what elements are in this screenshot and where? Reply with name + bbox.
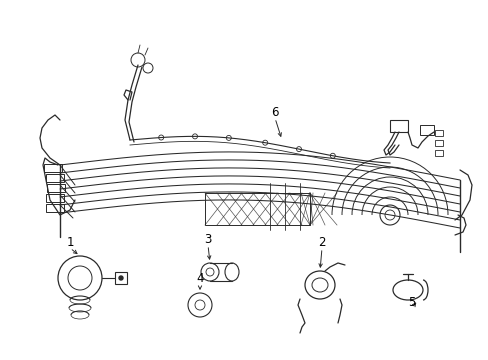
Text: 6: 6	[271, 105, 278, 118]
Circle shape	[119, 276, 123, 280]
Text: 1: 1	[66, 235, 74, 248]
Text: 5: 5	[407, 296, 415, 309]
Text: 4: 4	[196, 273, 203, 285]
Text: 3: 3	[204, 233, 211, 246]
Text: 2: 2	[318, 235, 325, 248]
